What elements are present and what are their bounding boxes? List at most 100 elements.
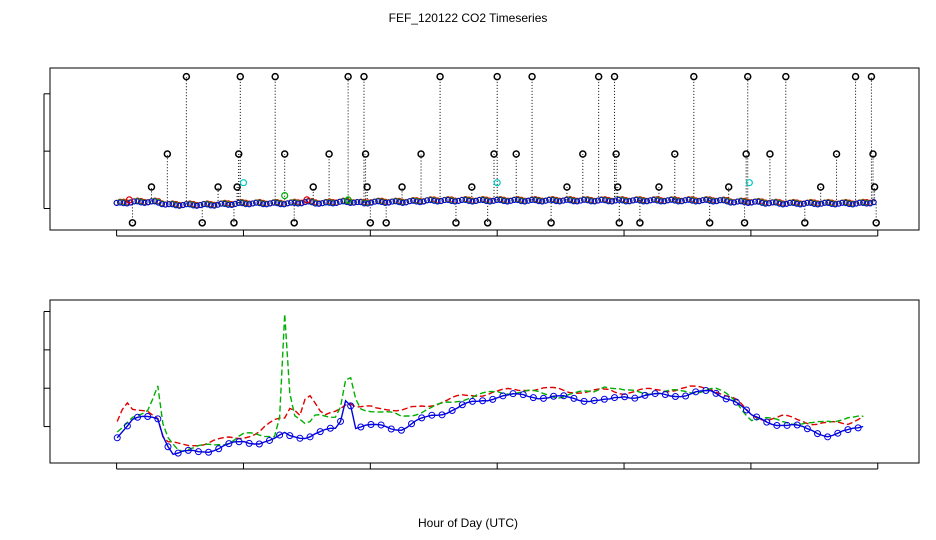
baseline-point (392, 198, 399, 205)
baseline-point (497, 197, 504, 204)
highlight-point (239, 179, 248, 187)
baseline-point (629, 197, 636, 204)
baseline-point (256, 200, 263, 207)
spike-point (563, 183, 571, 191)
spike-point (636, 219, 644, 227)
baseline-point (434, 198, 441, 205)
baseline-point (811, 200, 818, 207)
spike-point (612, 150, 620, 158)
baseline-point (860, 199, 867, 206)
baseline-point (267, 200, 274, 207)
baseline-point (455, 198, 462, 205)
spike-point (610, 72, 619, 81)
series-point-3 (448, 407, 456, 415)
baseline-point (354, 199, 361, 206)
baseline-point (769, 199, 776, 206)
baseline-point (574, 198, 581, 205)
highlight-point (125, 196, 133, 204)
baseline-point (699, 197, 706, 204)
series-line-1 (116, 385, 864, 447)
baseline-point (162, 201, 169, 208)
series-point-3 (641, 391, 649, 399)
series-point-3 (377, 421, 385, 429)
series-point-3 (387, 425, 395, 433)
baseline-point (246, 201, 253, 208)
baseline-point (375, 198, 382, 205)
baseline-point (169, 201, 176, 208)
baseline-point (284, 200, 291, 207)
baseline-point (291, 200, 298, 207)
baseline-point (155, 199, 162, 206)
baseline-point (595, 197, 602, 204)
baseline-point (462, 197, 469, 204)
series-point-3 (347, 402, 355, 410)
baseline-point (846, 201, 853, 208)
series-point-3 (418, 414, 426, 422)
baseline-point (312, 200, 319, 207)
baseline-point (204, 201, 211, 208)
series-point-3 (712, 389, 720, 397)
series-point-3 (123, 422, 131, 430)
baseline-point (438, 198, 445, 205)
spike-point (363, 183, 371, 191)
baseline-point (301, 199, 308, 206)
baseline-point (141, 200, 148, 207)
series-point-3 (844, 426, 852, 434)
baseline-point (556, 198, 563, 205)
baseline-point (476, 197, 483, 204)
baseline-point (717, 197, 724, 204)
series-point-3 (814, 430, 822, 438)
spike-point (382, 219, 390, 227)
highlight-point (745, 179, 753, 187)
baseline-point (867, 200, 874, 207)
series-point-3 (164, 443, 172, 451)
spike-point (147, 183, 156, 191)
series-point-3 (560, 392, 568, 400)
baseline-point (675, 198, 682, 205)
series-point-3 (590, 397, 598, 405)
plot-frame (49, 299, 920, 464)
spike-point (671, 150, 679, 158)
baseline-point (692, 198, 699, 205)
baseline-point (228, 201, 235, 208)
baseline-point (608, 198, 615, 205)
baseline-point (657, 198, 664, 205)
baseline-point (165, 201, 172, 208)
baseline-point (417, 199, 424, 206)
baseline-point (664, 197, 671, 204)
baseline-point (326, 199, 333, 206)
baseline-point (158, 201, 165, 208)
baseline-point (148, 198, 155, 205)
spike-point (690, 72, 698, 81)
baseline-point (134, 198, 141, 205)
baseline-point (486, 198, 493, 205)
baseline-point (696, 198, 703, 205)
series-point-3 (245, 439, 253, 447)
spike-point (851, 72, 860, 81)
baseline-point (779, 201, 786, 208)
series-point-3 (621, 393, 629, 401)
series-point-3 (326, 424, 334, 432)
baseline-point (720, 197, 727, 204)
baseline-point (288, 199, 295, 206)
series-point-3 (773, 421, 781, 429)
spike-point (360, 72, 368, 81)
series-point-3 (397, 426, 405, 434)
baseline-point (343, 199, 350, 206)
baseline-point (598, 196, 605, 203)
baseline-point (413, 198, 420, 205)
baseline-point (832, 201, 839, 208)
baseline-point (591, 198, 598, 205)
baseline-point (225, 201, 232, 208)
spike-point (579, 150, 587, 158)
baseline-point (221, 200, 228, 207)
spike-point (398, 183, 406, 191)
highlight-point (493, 179, 501, 187)
baseline-point (706, 197, 713, 204)
baseline-point (584, 197, 591, 204)
baseline-point (305, 198, 312, 205)
baseline-point (378, 199, 385, 206)
baseline-point (263, 201, 270, 208)
baseline-point (186, 201, 193, 208)
baseline-point (469, 198, 476, 205)
